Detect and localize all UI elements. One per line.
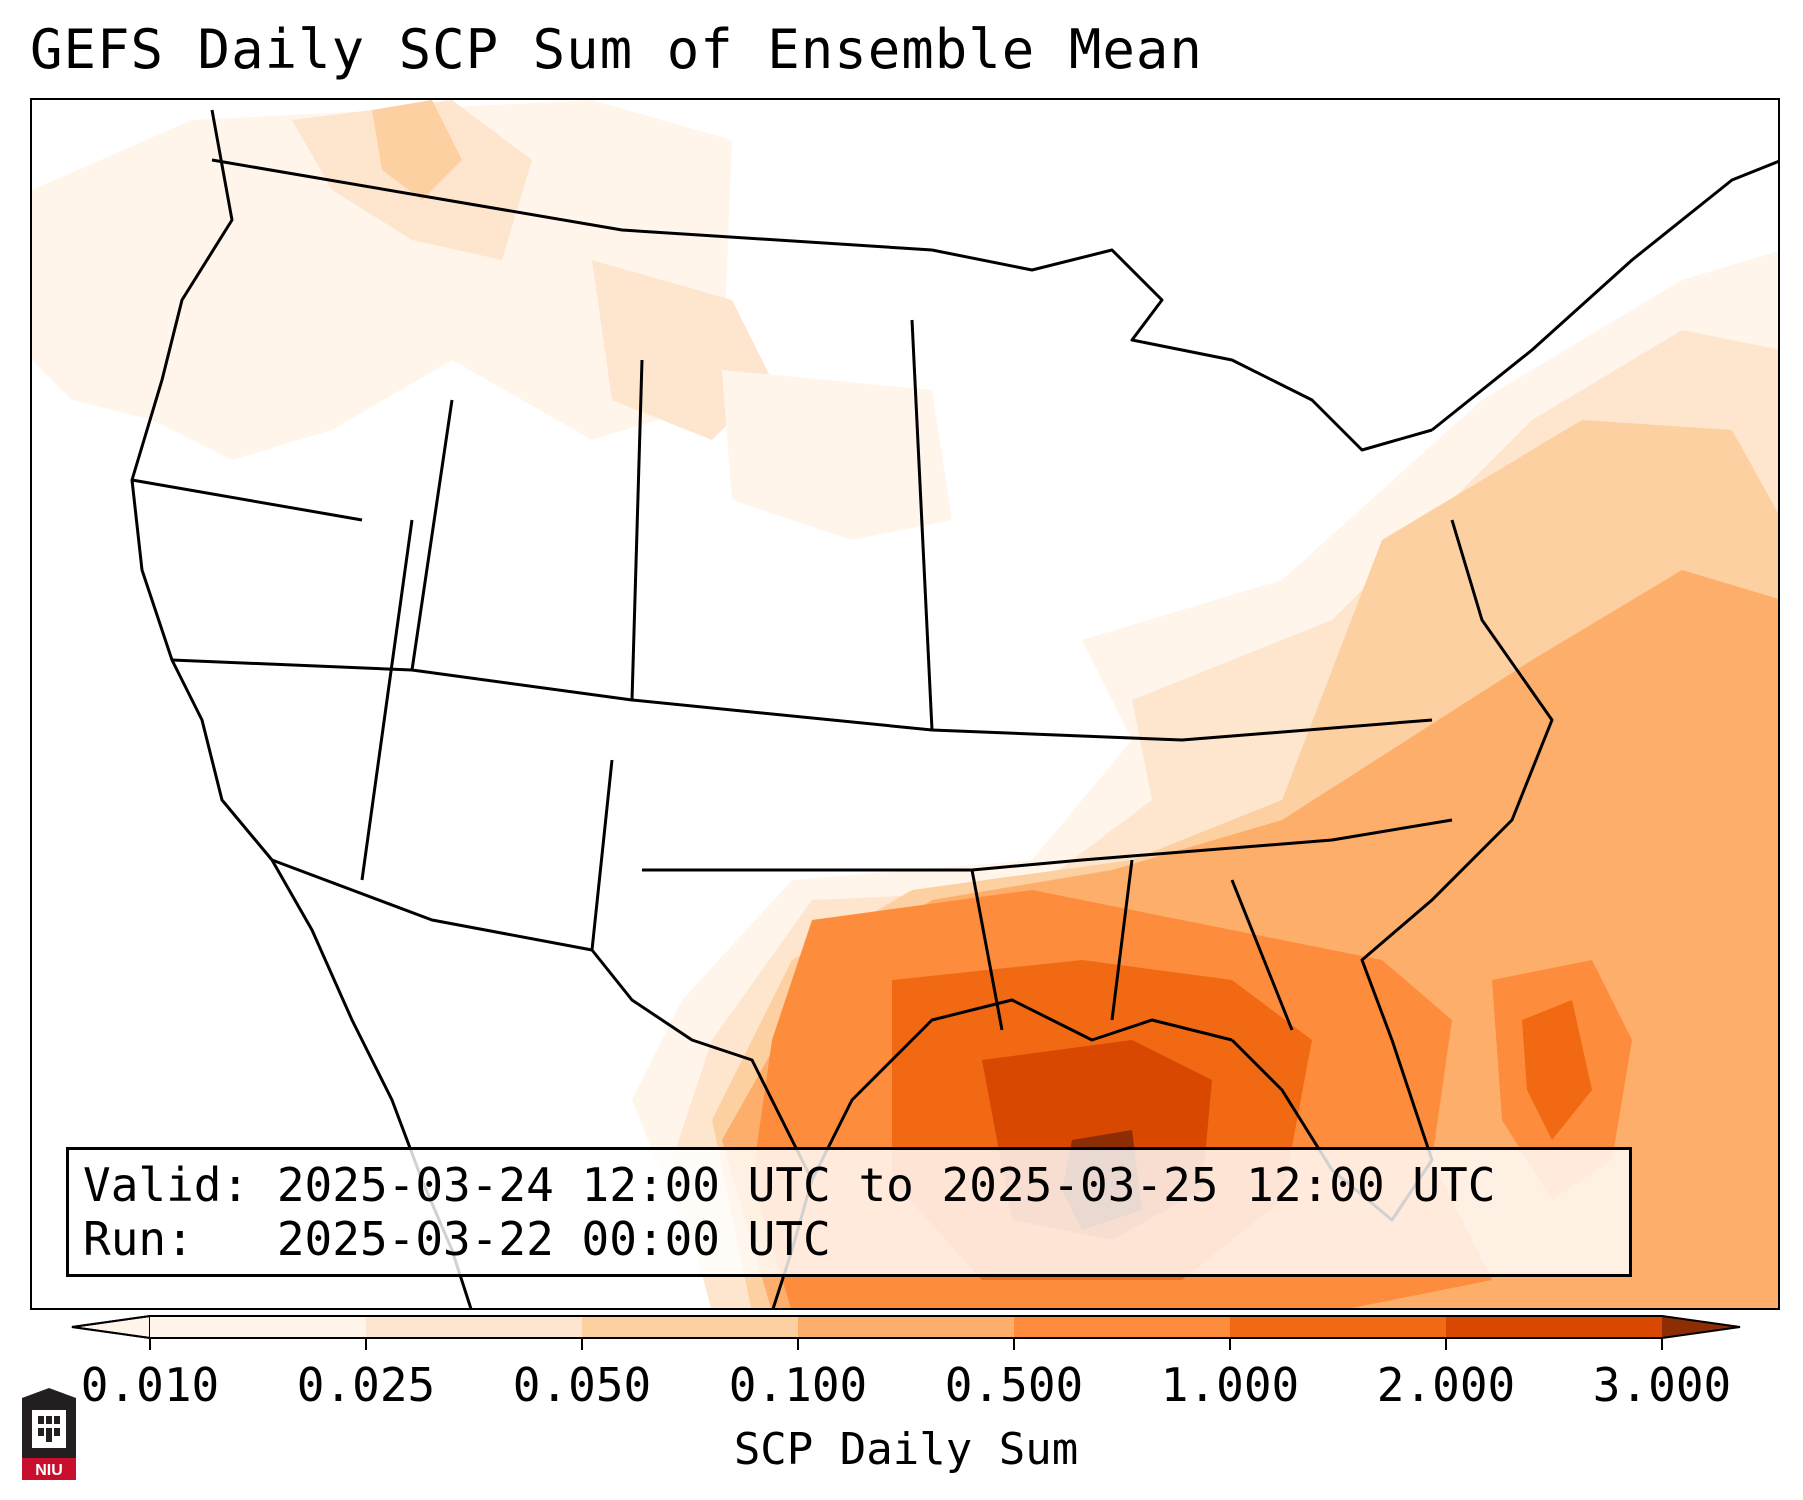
colorbar-tick-label: 0.500 <box>944 1358 1084 1412</box>
scp-field-map <box>32 100 1778 1308</box>
colorbar-tick-label: 3.000 <box>1592 1358 1732 1412</box>
coastline-northeast <box>1431 159 1778 432</box>
scp-region-dakotas-light <box>722 370 952 540</box>
colorbar-extend-high <box>1662 1316 1740 1338</box>
state-line-4 <box>630 359 644 701</box>
colorbar-tick-label: 0.010 <box>80 1358 220 1412</box>
colorbar-tick-label: 0.025 <box>296 1358 436 1412</box>
state-line-3 <box>410 399 454 671</box>
state-line-10 <box>1110 859 1134 1021</box>
colorbar-tick-label: 1.000 <box>1160 1358 1300 1412</box>
map-panel <box>30 98 1780 1310</box>
coastline-west <box>130 109 473 1308</box>
great-lakes-region <box>931 248 1433 452</box>
colorbar-segment <box>798 1316 1015 1338</box>
logo-band <box>22 1458 76 1480</box>
logo-text: NIU <box>35 1462 63 1479</box>
scp-region-northwest-mid <box>372 100 462 200</box>
colorbar-segments <box>71 1314 1741 1340</box>
state-line-8 <box>642 818 1453 872</box>
state-line-6 <box>360 519 414 881</box>
state-line-1 <box>131 478 363 522</box>
valid-time-text: Valid: 2025-03-24 12:00 UTC to 2025-03-2… <box>83 1158 1496 1212</box>
colorbar-tick-label: 0.100 <box>728 1358 868 1412</box>
state-line-5 <box>910 319 934 731</box>
scp-shading <box>32 100 1778 1308</box>
colorbar-segment <box>1446 1316 1663 1338</box>
canada-us-border <box>211 158 933 252</box>
map-title: GEFS Daily SCP Sum of Ensemble Mean <box>30 18 1203 81</box>
colorbar-segment <box>1230 1316 1447 1338</box>
run-time-text: Run: 2025-03-22 00:00 UTC <box>83 1212 831 1266</box>
colorbar <box>71 1314 1741 1350</box>
colorbar-tick-label: 0.050 <box>512 1358 652 1412</box>
state-line-11 <box>1230 879 1294 1031</box>
niu-logo: NIU <box>22 1388 76 1480</box>
colorbar-ticks <box>149 1338 1663 1350</box>
colorbar-tick-label: 2.000 <box>1376 1358 1516 1412</box>
colorbar-segment <box>366 1316 583 1338</box>
boundary-lines <box>130 109 1778 1308</box>
colorbar-segment <box>582 1316 799 1338</box>
colorbar-segment <box>150 1316 367 1338</box>
colorbar-extend-low <box>71 1314 151 1340</box>
state-line-7 <box>590 759 614 951</box>
state-line-9 <box>970 869 1004 1031</box>
mexico-border <box>271 858 814 1181</box>
scp-region-atlantic-high <box>1522 1000 1592 1140</box>
colorbar-label: SCP Daily Sum <box>733 1424 1079 1475</box>
valid-run-info-box: Valid: 2025-03-24 12:00 UTC to 2025-03-2… <box>66 1147 1632 1277</box>
scp-region-northwest-light <box>32 100 732 460</box>
colorbar-segment <box>1014 1316 1231 1338</box>
state-line-2 <box>171 658 1433 742</box>
